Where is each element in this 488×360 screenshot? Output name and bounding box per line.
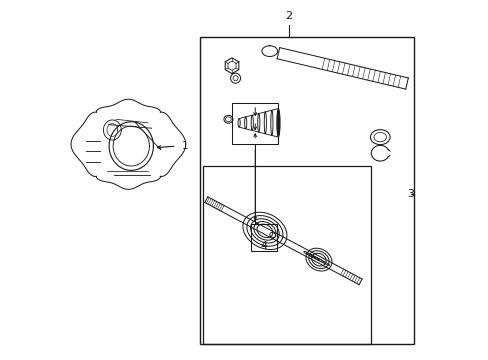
Bar (250, 224, 277, 251)
Bar (203, 166, 370, 344)
Text: 3: 3 (407, 189, 413, 199)
Text: 4: 4 (260, 241, 267, 251)
Text: 2: 2 (285, 11, 292, 21)
Bar (200, 37, 413, 344)
Bar (231, 103, 278, 144)
Text: 1: 1 (182, 141, 188, 151)
